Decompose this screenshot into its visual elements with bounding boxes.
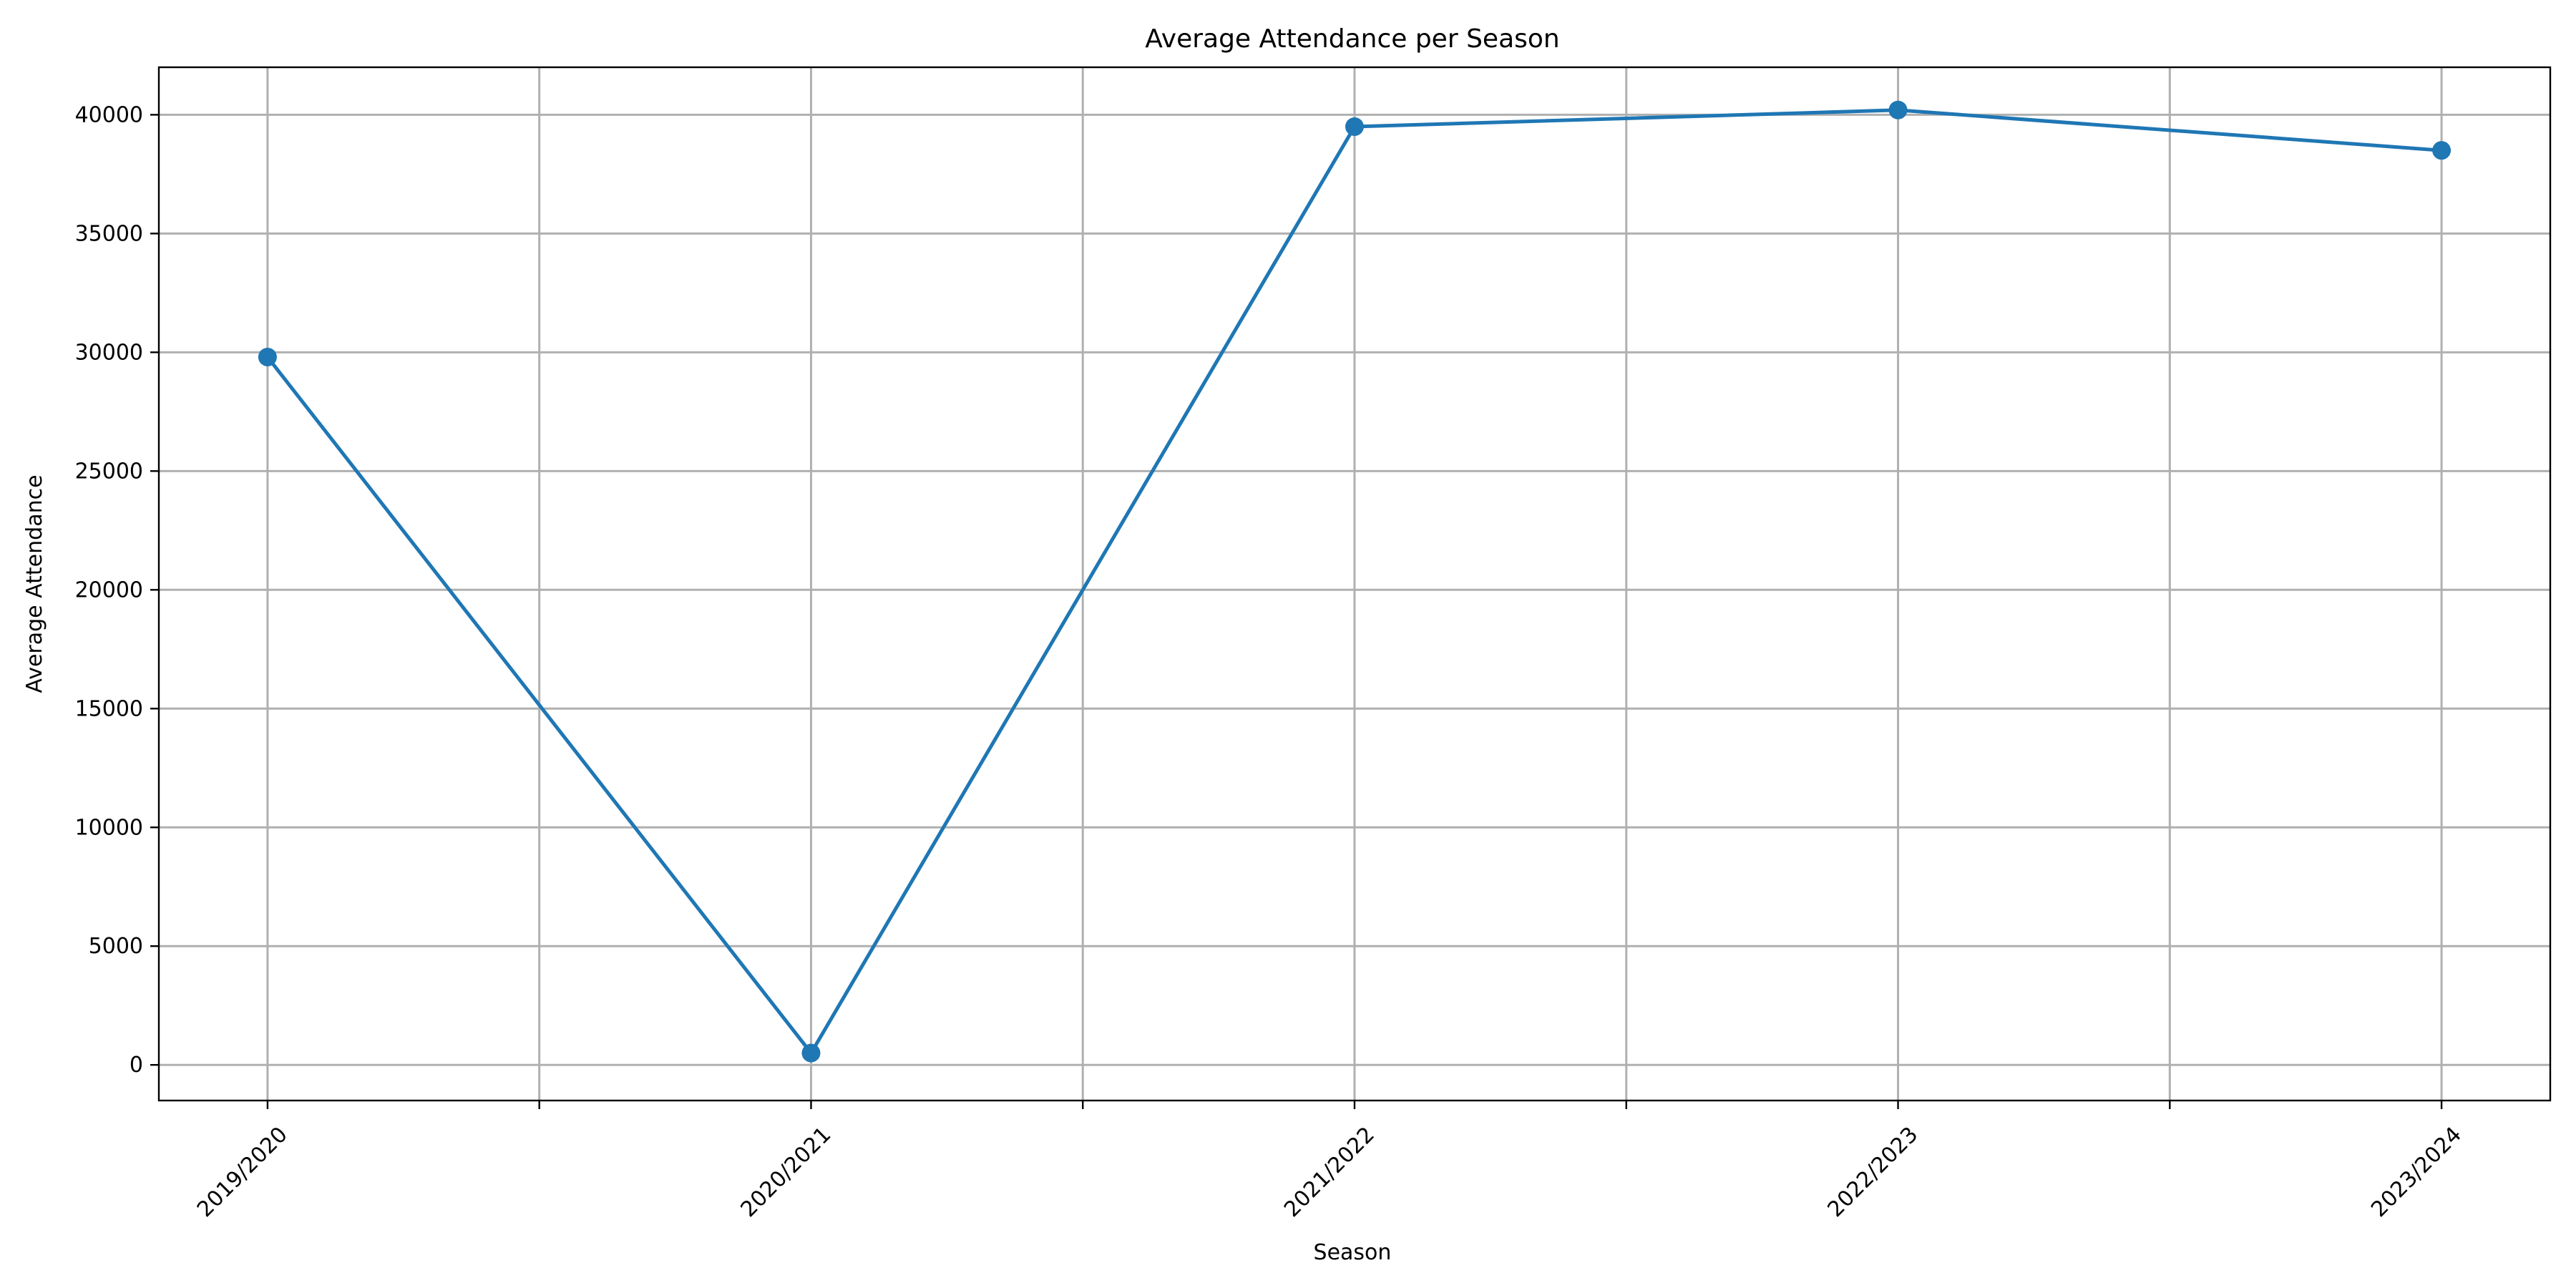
data-point [1345, 117, 1364, 136]
data-point [801, 1043, 821, 1063]
y-tick-label: 5000 [89, 934, 143, 959]
y-axis: 0 5000 10000 15000 20000 25000 30000 35000 40000 [75, 102, 159, 1078]
y-tick-label: 20000 [75, 577, 143, 602]
x-axis-label: Season [1314, 1240, 1392, 1265]
series-layer [258, 100, 2451, 1063]
data-point [2432, 141, 2451, 160]
data-point [1888, 100, 1908, 119]
y-axis-label: Average Attendance [22, 474, 47, 693]
y-tick-label: 30000 [75, 340, 143, 365]
grid [159, 67, 2550, 1101]
data-point [258, 347, 277, 366]
chart-title: Average Attendance per Season [1145, 24, 1559, 54]
y-tick-label: 10000 [75, 815, 143, 840]
y-tick-label: 35000 [75, 221, 143, 246]
y-tick-label: 0 [130, 1053, 143, 1078]
y-tick-label: 15000 [75, 696, 143, 721]
y-tick-label: 40000 [75, 102, 143, 127]
y-tick-label: 25000 [75, 459, 143, 484]
